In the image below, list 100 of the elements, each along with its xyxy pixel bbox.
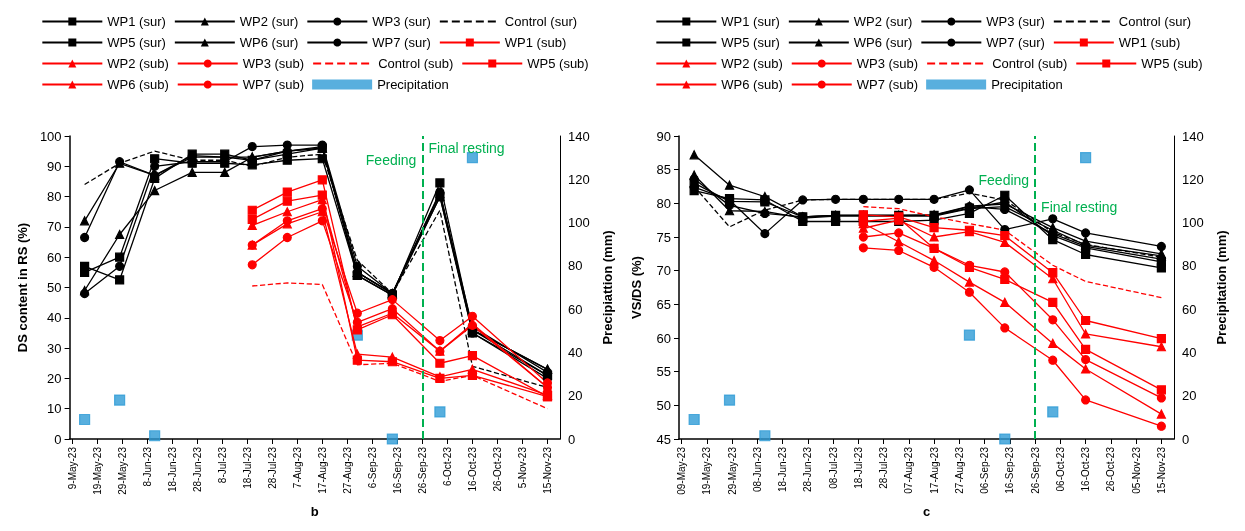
y-tick-label: 45 (656, 431, 671, 447)
y2-tick-label: 0 (568, 431, 576, 447)
x-tick-label: 06-Sep-23 (979, 446, 991, 494)
annotation: Feeding (978, 171, 1030, 188)
x-tick-label: 27-Aug-23 (953, 446, 965, 494)
y2-tick-label: 40 (568, 344, 583, 360)
y-tick-label: 70 (656, 263, 671, 279)
y2-tick-label: 20 (1182, 388, 1197, 404)
y2-tick-label: 140 (568, 128, 590, 144)
x-tick-label: 7-Aug-23 (291, 446, 303, 489)
y2-tick-label: 120 (1182, 171, 1204, 187)
legend-label: WP1 (sub) (504, 35, 567, 50)
y-tick-label: 75 (656, 229, 671, 245)
x-tick-label: 26-Sep-23 (416, 446, 428, 494)
x-tick-label: 5-Nov-23 (516, 446, 528, 489)
legend-label: WP3 (sur) (372, 14, 431, 29)
legend-label: Control (sub) (378, 56, 454, 71)
legend-label: WP7 (sur) (372, 35, 431, 50)
y2-axis-title: Precipitation (mm) (1213, 230, 1229, 345)
x-tick-label: 27-Aug-23 (341, 446, 353, 494)
y-tick-label: 55 (656, 364, 671, 380)
x-tick-label: 18-Jul-23 (241, 446, 253, 489)
x-tick-label: 19-May-23 (701, 446, 713, 495)
y-tick-label: 40 (47, 310, 62, 326)
annotation: Final resting (1041, 198, 1118, 215)
x-tick-label: 15-Nov-23 (541, 446, 553, 494)
annotation: Final resting (428, 140, 505, 157)
legend-label: WP5 (sub) (1141, 56, 1203, 71)
legend-label: WP7 (sub) (242, 77, 305, 92)
legend-label: WP6 (sub) (721, 77, 783, 92)
y-tick-label: 80 (47, 189, 62, 205)
legend-label: WP2 (sur) (239, 14, 299, 29)
y-tick-label: 100 (39, 128, 62, 144)
x-tick-label: 9-May-23 (66, 446, 78, 490)
x-tick-label: 26-Sep-23 (1029, 446, 1041, 494)
y2-tick-label: 140 (1182, 128, 1204, 144)
legend-label: WP1 (sub) (1118, 35, 1181, 50)
y-tick-label: 85 (656, 162, 671, 178)
x-tick-label: 19-May-23 (91, 446, 103, 495)
legend-label: WP2 (sub) (721, 56, 783, 71)
x-tick-label: 08-Jun-23 (751, 446, 763, 493)
y2-tick-label: 80 (1182, 258, 1197, 274)
legend-label: WP1 (sur) (721, 14, 780, 29)
legend-label: WP7 (sur) (986, 35, 1045, 50)
legend-label: WP1 (sur) (107, 14, 166, 29)
legend-label: WP6 (sur) (239, 35, 299, 50)
legend-label: Control (sur) (1118, 14, 1192, 29)
x-tick-label: 16-Oct-23 (1080, 446, 1092, 492)
y-tick-label: 60 (656, 330, 671, 346)
y-tick-label: 80 (656, 195, 671, 211)
y-tick-label: 10 (47, 401, 62, 417)
y-tick-label: 0 (54, 431, 62, 447)
legend-label: WP2 (sur) (853, 14, 913, 29)
legend-label: WP5 (sur) (107, 35, 166, 50)
x-tick-label: 18-Jun-23 (777, 446, 789, 493)
x-tick-label: 08-Jul-23 (827, 446, 839, 489)
legend-label: Control (sur) (504, 14, 578, 29)
x-tick-label: 17-Aug-23 (928, 446, 940, 494)
x-tick-label: 6-Sep-23 (366, 446, 378, 489)
x-tick-label: 26-Oct-23 (491, 446, 503, 492)
y-axis-title: DS content in RS (%) (15, 222, 30, 353)
y-tick-label: 50 (656, 397, 671, 413)
x-tick-label: 05-Nov-23 (1130, 446, 1142, 494)
x-tick-label: 26-Oct-23 (1105, 446, 1117, 492)
y2-tick-label: 80 (568, 258, 583, 274)
y-tick-label: 50 (47, 280, 62, 295)
legend-label: WP3 (sub) (242, 56, 305, 71)
y2-axis-title: Precipiattion (mm) (599, 230, 615, 345)
y2-tick-label: 40 (1182, 344, 1197, 360)
x-axis-title: c (922, 504, 931, 519)
legend-label: WP2 (sub) (107, 56, 169, 71)
x-tick-label: 28-Jun-23 (802, 446, 814, 493)
annotation: Feeding (365, 152, 417, 169)
legend-label: Precipitation (991, 77, 1063, 92)
y-tick-label: 30 (47, 340, 62, 356)
x-tick-label: 16-Oct-23 (466, 446, 478, 492)
y2-tick-label: 100 (568, 215, 590, 231)
x-tick-label: 28-Jun-23 (191, 446, 203, 493)
legend-label: WP6 (sur) (853, 35, 913, 50)
x-tick-label: 09-May-23 (676, 446, 688, 495)
y-tick-label: 90 (47, 158, 62, 174)
legend-label: Precipitation (377, 77, 449, 92)
y-axis-title: VS/DS (%) (629, 256, 644, 319)
x-axis-title: b (310, 504, 319, 519)
y-tick-label: 60 (47, 249, 62, 265)
y2-tick-label: 20 (568, 388, 583, 404)
x-tick-label: 8-Jun-23 (141, 446, 153, 487)
x-tick-label: 8-Jul-23 (216, 446, 228, 484)
x-tick-label: 17-Aug-23 (316, 446, 328, 494)
x-tick-label: 18-Jul-23 (852, 446, 864, 489)
y-tick-label: 90 (656, 128, 671, 144)
y2-tick-label: 60 (1182, 301, 1197, 317)
x-tick-label: 29-May-23 (726, 446, 738, 495)
y2-tick-label: 100 (1182, 215, 1204, 231)
x-tick-label: 16-Sep-23 (1004, 446, 1016, 494)
legend-label: WP7 (sub) (856, 77, 919, 92)
legend-label: WP3 (sur) (986, 14, 1045, 29)
legend-label: Control (sub) (992, 56, 1068, 71)
x-tick-label: 18-Jun-23 (166, 446, 178, 493)
x-tick-label: 16-Sep-23 (391, 446, 403, 494)
